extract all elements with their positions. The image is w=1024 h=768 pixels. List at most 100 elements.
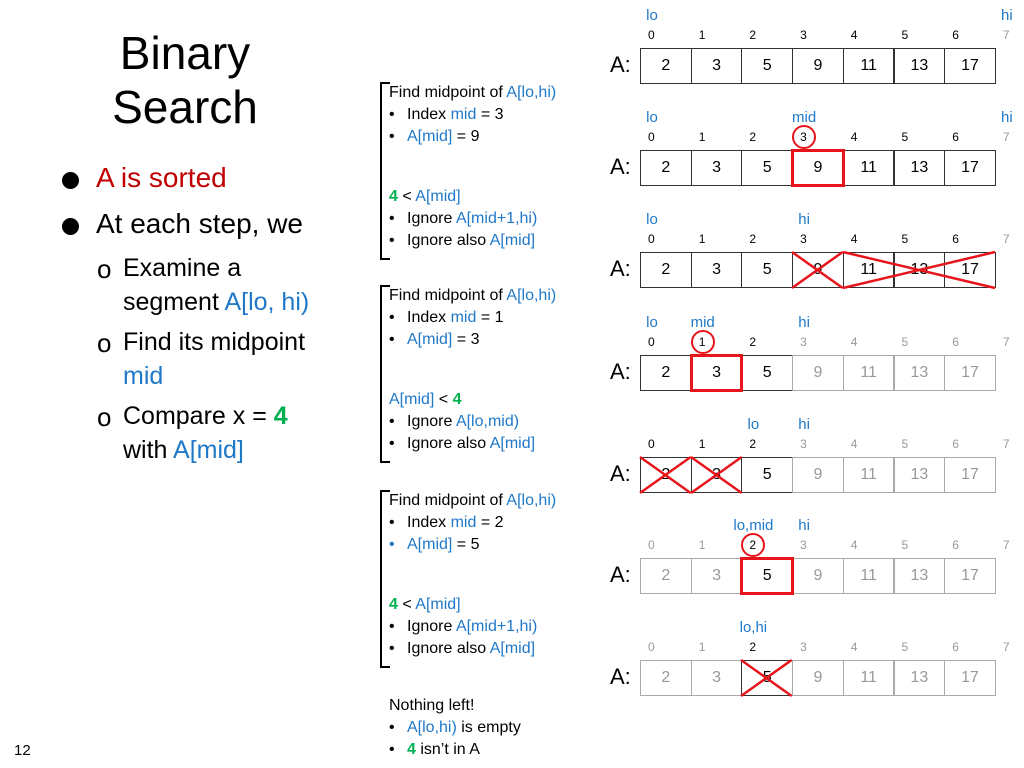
array-cell: 5 (741, 252, 794, 288)
highlight-box (791, 149, 845, 187)
array-index: 6 (952, 335, 959, 349)
text-segment: Compare x = (123, 402, 274, 430)
array-cell: 2 (640, 355, 692, 391)
array-cell: 5 (741, 457, 794, 493)
explanation-line: Find midpoint of A[lo,hi) (389, 84, 556, 102)
array-index: 0 (648, 28, 655, 42)
pointer-label-hi: hi (798, 517, 810, 534)
text-segment: Find midpoint of (389, 287, 507, 304)
pointer-label-hi: hi (1001, 7, 1013, 24)
bullet-dot-icon (62, 218, 79, 235)
bullet-icon: • (389, 536, 395, 553)
array-cell: 2 (640, 558, 692, 594)
cross-out-icon (689, 455, 743, 495)
array-index: 3 (800, 28, 807, 42)
array-label: A: (610, 359, 631, 384)
bullet-icon: • (389, 128, 395, 145)
text-segment: = 9 (452, 128, 480, 145)
array-label: A: (610, 256, 631, 281)
pointer-label-lo-hi: lo,hi (739, 619, 768, 636)
array-cell: 17 (944, 355, 996, 391)
array-index: 3 (800, 335, 807, 349)
pointer-label-mid: mid (792, 109, 817, 126)
array-label: A: (610, 461, 631, 486)
array-cell: 9 (792, 48, 844, 84)
sub-bullet-text: Examine a (123, 254, 241, 283)
text-segment: Examine a (123, 254, 242, 282)
text-segment: A[mid] (407, 331, 453, 348)
array-index: 2 (749, 437, 757, 451)
text-segment: A[mid] (489, 435, 536, 452)
explanation-line: • A[mid] = 9 (389, 128, 479, 146)
array-cell: 13 (893, 558, 946, 594)
array-index: 2 (749, 130, 757, 144)
text-segment: Find midpoint of (389, 492, 507, 509)
pointer-label-mid: mid (690, 314, 715, 331)
text-segment: A[mid] (489, 640, 536, 657)
bullet-icon: • (389, 640, 395, 657)
array-index: 2 (749, 28, 757, 42)
text-segment: A[lo,hi) (407, 719, 457, 736)
bullet-icon: • (389, 514, 395, 531)
text-segment: = 5 (452, 536, 480, 553)
bullet-icon: • (389, 741, 395, 758)
array-index: 4 (850, 538, 858, 552)
pointer-label-lo-mid: lo,mid (733, 517, 774, 534)
text-segment: Index (407, 106, 451, 123)
text-segment: mid (123, 362, 164, 390)
text-segment: = 3 (452, 331, 480, 348)
array-cell: 13 (893, 660, 946, 696)
pointer-label-lo: lo (646, 314, 658, 331)
text-segment: A[mid] (389, 391, 435, 408)
array-cell: 5 (741, 150, 794, 186)
highlight-box (689, 354, 744, 392)
array-index: 4 (850, 335, 858, 349)
text-segment: A[lo,hi) (506, 84, 557, 101)
explanation-line: • Ignore A[lo,mid) (389, 413, 519, 431)
text-segment: = 2 (476, 514, 504, 531)
explanation-line: • Ignore A[mid+1,hi) (389, 210, 537, 228)
array-cell: 13 (893, 150, 946, 186)
array-label: A: (610, 154, 631, 179)
array-index: 0 (648, 335, 655, 349)
array-index: 6 (952, 232, 959, 246)
array-index: 3 (800, 640, 807, 654)
bullet-dot-icon (62, 172, 79, 189)
text-segment: A[mid] (407, 128, 453, 145)
highlight-circle-icon (741, 533, 766, 557)
explanation-line: • Ignore A[mid+1,hi) (389, 618, 537, 636)
explanation-line: Find midpoint of A[lo,hi) (389, 492, 556, 510)
explanation-line: 4 < A[mid] (389, 188, 461, 206)
array-index: 7 (1002, 130, 1010, 144)
explanation-line: • Index mid = 3 (389, 106, 504, 124)
array-cell: 17 (944, 660, 996, 696)
array-cell: 17 (944, 558, 996, 594)
text-segment: 4 (452, 391, 462, 408)
array-index: 5 (901, 538, 909, 552)
array-index: 7 (1002, 232, 1010, 246)
array-index: 2 (749, 232, 757, 246)
explanation-line: • A[mid] = 5 (389, 536, 479, 554)
array-index: 0 (648, 538, 655, 552)
step-bracket (380, 490, 390, 668)
sub-bullet-text: Compare x = 4 (123, 402, 288, 431)
text-segment: A[mid] (407, 536, 453, 553)
array-index: 7 (1002, 437, 1010, 451)
array-index: 5 (901, 437, 909, 451)
text-segment: Nothing left! (389, 697, 475, 714)
text-segment: At each step, we (96, 208, 304, 239)
bullet-icon: • (389, 210, 395, 227)
array-index: 5 (901, 335, 909, 349)
array-cell: 11 (842, 457, 895, 493)
bullet-icon: • (389, 618, 395, 635)
array-index: 4 (850, 28, 858, 42)
array-cell: 17 (944, 252, 996, 288)
highlight-circle-icon (792, 125, 817, 149)
text-segment: < (397, 188, 416, 205)
array-index: 7 (1002, 538, 1010, 552)
bullet-icon: • (389, 309, 395, 326)
array-index: 7 (1002, 28, 1010, 42)
text-segment: A[lo,hi) (506, 287, 557, 304)
explanation-line: • Index mid = 2 (389, 514, 504, 532)
text-segment: A[mid] (489, 232, 536, 249)
